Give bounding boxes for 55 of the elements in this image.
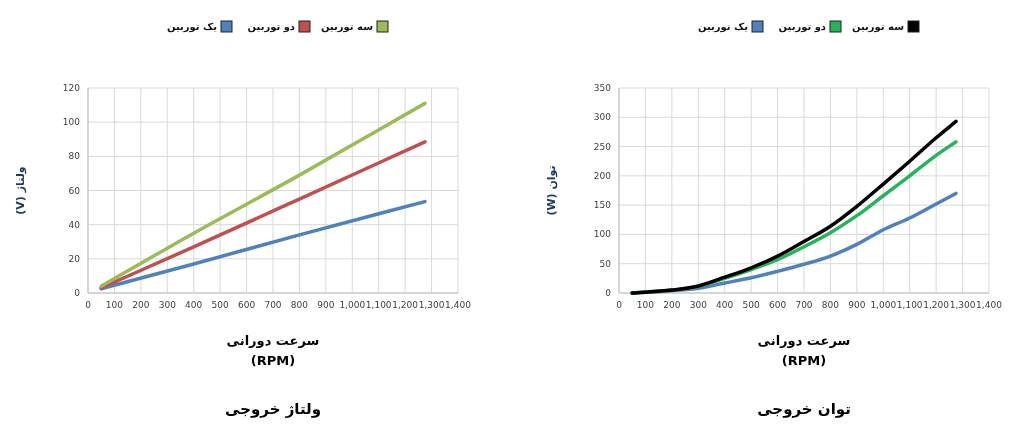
y-tick-label: 0	[74, 288, 81, 298]
y-tick-label: 0	[605, 288, 612, 298]
x-tick-label: 900	[848, 300, 866, 310]
legend-label: دو توربین	[778, 21, 826, 33]
x-tick-label: 0	[85, 300, 92, 310]
x-tick-label: 700	[264, 300, 282, 310]
y-tick-label: 250	[593, 141, 612, 152]
text: ولتاژ خروجی	[224, 400, 322, 418]
x-tick-label: 1,000	[870, 300, 897, 310]
y-tick-label: 100	[593, 229, 612, 240]
x-tick-label: 200	[663, 300, 681, 310]
legend-label: یک توربین	[697, 21, 749, 33]
legend-label: سه توربین	[321, 21, 374, 33]
x-tick-label: 1,000	[339, 300, 366, 310]
x-tick-label: 400	[716, 300, 734, 310]
x-tick-label: 1,300	[949, 300, 976, 310]
y-tick-label: 300	[593, 112, 612, 123]
x-tick-label: 1,400	[976, 300, 1003, 310]
x-tick-label: 1,100	[896, 300, 923, 310]
y-tick-label: 50	[599, 258, 612, 269]
x-tick-label: 600	[237, 300, 256, 310]
legend-label: سه توربین	[852, 21, 905, 33]
x-tick-label: 300	[158, 300, 177, 310]
x-tick-label: 700	[795, 300, 813, 310]
x-tick-label: 400	[185, 300, 203, 310]
x-tick-label: 500	[211, 300, 229, 310]
y-axis-title: توان (W)	[545, 165, 558, 216]
x-tick-label: 1,200	[923, 300, 950, 310]
text: توان خروجی	[757, 400, 851, 418]
x-tick-label: 500	[742, 300, 760, 310]
x-tick-label: 1,100	[365, 300, 392, 310]
y-tick-label: 100	[62, 117, 81, 128]
y-tick-label: 40	[68, 219, 81, 230]
y-tick-label: 120	[62, 83, 81, 93]
legend-label: دو توربین	[247, 21, 295, 33]
x-tick-label: 100	[105, 300, 124, 310]
y-axis-title: ولتاژ (V)	[14, 166, 27, 215]
x-tick-label: 300	[689, 300, 708, 310]
y-tick-label: 150	[593, 200, 612, 211]
x-tick-label: 900	[317, 300, 335, 310]
legend-label: یک توربین	[166, 21, 218, 33]
x-tick-label: 200	[132, 300, 150, 310]
x-tick-label: 1,400	[445, 300, 472, 310]
y-tick-label: 60	[68, 185, 81, 196]
y-tick-label: 350	[593, 83, 612, 93]
x-tick-label: 600	[768, 300, 787, 310]
y-tick-label: 200	[593, 170, 612, 181]
x-tick-label: 100	[636, 300, 655, 310]
x-tick-label: 1,300	[418, 300, 445, 310]
x-tick-label: 800	[290, 300, 309, 310]
x-tick-label: 0	[616, 300, 623, 310]
x-tick-label: 800	[821, 300, 840, 310]
y-tick-label: 20	[68, 253, 81, 264]
y-tick-label: 80	[68, 151, 81, 162]
x-tick-label: 1,200	[392, 300, 419, 310]
